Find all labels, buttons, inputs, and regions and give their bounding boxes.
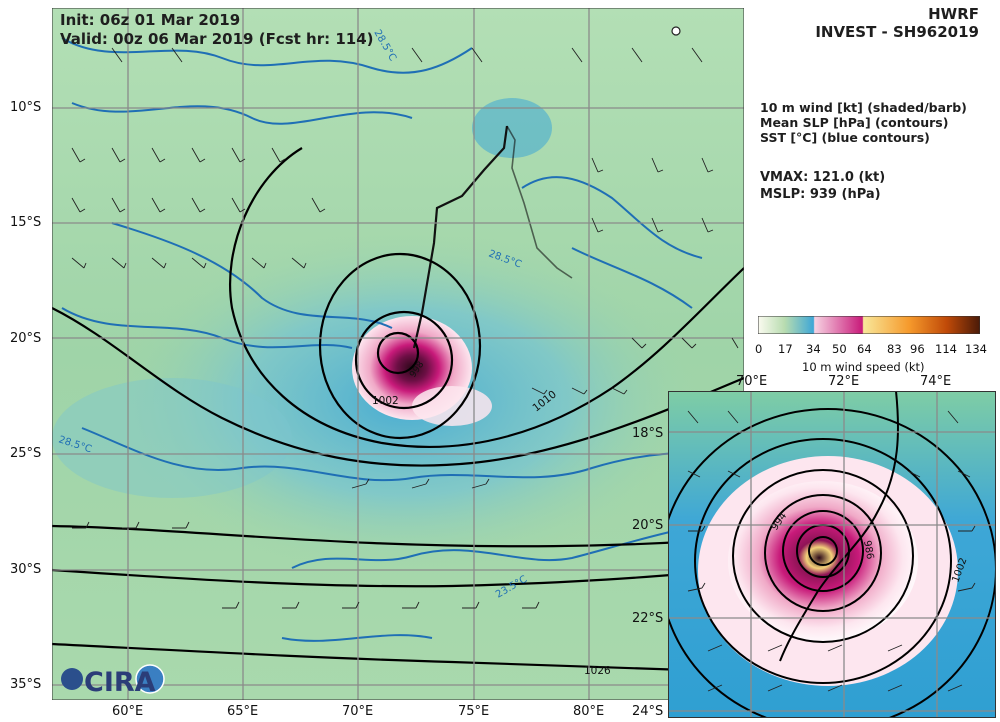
colorbar-tick: 17	[778, 342, 793, 356]
storm-id: INVEST - SH962019	[815, 23, 979, 41]
cira-globe-icon	[61, 668, 83, 690]
inset-graticule	[668, 391, 996, 718]
sst-contours	[61, 37, 743, 642]
legend-sst-text: SST [°C] (blue contours)	[760, 130, 930, 145]
island-marker	[671, 26, 681, 36]
inset-map: 994 986 1002	[659, 390, 997, 722]
wind-patch-west	[52, 378, 292, 498]
lat-label: 25°S	[10, 446, 42, 461]
lon-label: 70°E	[342, 704, 374, 719]
colorbar-title: 10 m wind speed (kt)	[802, 360, 925, 374]
colorbar-tick: 114	[935, 342, 957, 356]
lat-label: 35°S	[10, 677, 42, 692]
lon-label: 65°E	[227, 704, 259, 719]
cira-logo-text: CIRA	[84, 667, 156, 698]
main-map-svg: 1002 1010 1026 998 28.5°C 28.5°C 28.5°C …	[51, 7, 745, 701]
colorbar-tick: 96	[910, 342, 925, 356]
inset-wind-barbs	[687, 410, 976, 692]
slp-label-1002: 1002	[372, 395, 399, 407]
inset-lon-label: 72°E	[828, 374, 860, 389]
slp-label-1026: 1026	[584, 665, 611, 677]
main-map: 1002 1010 1026 998 28.5°C 28.5°C 28.5°C …	[51, 7, 745, 701]
lon-label: 80°E	[573, 704, 605, 719]
colorbar-tick: 83	[887, 342, 902, 356]
wind-barbs	[71, 47, 739, 609]
legend-slp-text: Mean SLP [hPa] (contours)	[760, 115, 949, 130]
inset-lat-label: 18°S	[632, 426, 664, 441]
colorbar-gradient	[757, 315, 981, 335]
colorbar-tick: 34	[806, 342, 821, 356]
cira-logo: CIRA	[61, 664, 165, 698]
mslp-value: MSLP: 939 (hPa)	[760, 187, 881, 202]
inset-slp-label-986: 986	[861, 540, 875, 561]
inset-lon-label: 70°E	[736, 374, 768, 389]
colorbar-tick: 134	[965, 342, 987, 356]
colorbar-tick: 0	[755, 342, 763, 356]
colorbar	[757, 315, 981, 335]
inset-map-frame	[668, 391, 996, 718]
inset-lat-label: 24°S	[632, 704, 664, 719]
colorbar-svg	[757, 315, 981, 335]
inset-lat-label: 20°S	[632, 518, 664, 533]
lon-label: 75°E	[458, 704, 490, 719]
colorbar-tick: 64	[857, 342, 872, 356]
cira-seal-icon	[135, 664, 165, 694]
slp-contours	[51, 147, 745, 674]
madagascar-east-coast	[506, 125, 573, 279]
valid-time: Valid: 00z 06 Mar 2019 (Fcst hr: 114)	[60, 30, 374, 48]
colorbar-tick: 50	[832, 342, 847, 356]
model-name: HWRF	[928, 5, 979, 23]
inset-storm-core	[728, 481, 918, 641]
inset-lon-label: 74°E	[920, 374, 952, 389]
init-time: Init: 06z 01 Mar 2019	[60, 11, 241, 29]
madagascar-coastline	[412, 125, 509, 349]
lon-label: 60°E	[112, 704, 144, 719]
inset-lat-label: 22°S	[632, 611, 664, 626]
lat-label: 15°S	[10, 215, 42, 230]
graticule	[52, 8, 744, 700]
inset-map-svg: 994 986 1002	[659, 390, 997, 722]
legend-wind-text: 10 m wind [kt] (shaded/barb)	[760, 100, 967, 115]
lat-label: 10°S	[10, 100, 42, 115]
vmax-value: VMAX: 121.0 (kt)	[760, 170, 886, 185]
lat-label: 20°S	[10, 331, 42, 346]
lat-label: 30°S	[10, 562, 42, 577]
wind-patch-north	[472, 98, 552, 158]
storm-core-south-lobe	[412, 386, 492, 426]
